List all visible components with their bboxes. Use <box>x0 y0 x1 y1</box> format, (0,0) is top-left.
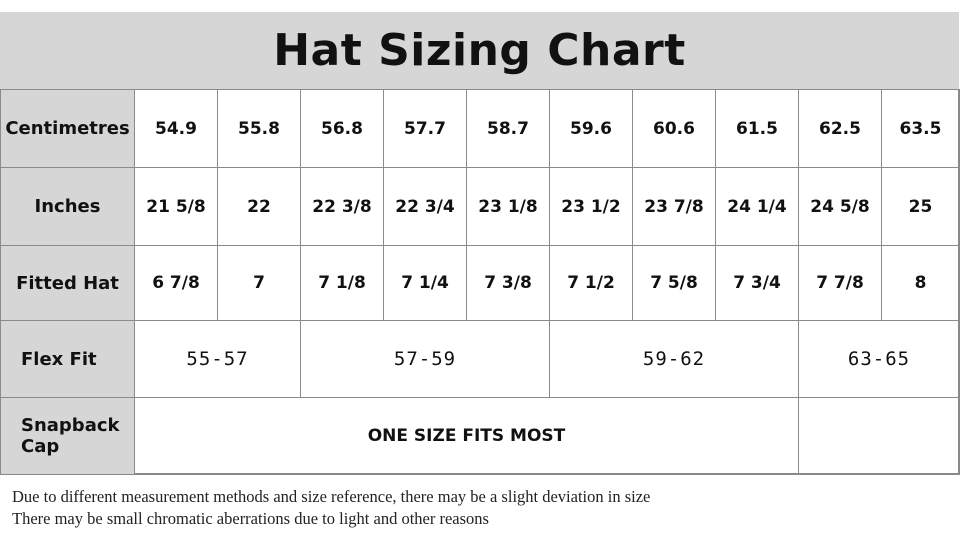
fitted-hat-cell: 8 <box>881 245 960 321</box>
snapback-label: Snapback Cap <box>0 397 135 475</box>
centimetres-cell: 55.8 <box>217 89 301 168</box>
snapback-cell: ONE SIZE FITS MOST <box>134 397 799 475</box>
flex-fit-cell: 59-62 <box>549 320 799 398</box>
inches-label: Inches <box>0 167 135 246</box>
title-bar: Hat Sizing Chart <box>0 12 959 90</box>
centimetres-row: Centimetres 54.9 55.8 56.8 57.7 58.7 59.… <box>0 89 960 168</box>
inches-cell: 24 5/8 <box>798 167 882 246</box>
inches-cell: 22 3/8 <box>300 167 384 246</box>
centimetres-cell: 61.5 <box>715 89 799 168</box>
flex-fit-label: Flex Fit <box>0 320 135 398</box>
centimetres-label: Centimetres <box>0 89 135 168</box>
fitted-hat-cell: 6 7/8 <box>134 245 218 321</box>
chart-title: Hat Sizing Chart <box>273 25 686 76</box>
snapback-label-line2: Cap <box>21 436 60 457</box>
fitted-hat-label: Fitted Hat <box>0 245 135 321</box>
fitted-hat-cell: 7 3/4 <box>715 245 799 321</box>
centimetres-cell: 56.8 <box>300 89 384 168</box>
inches-cell: 23 7/8 <box>632 167 716 246</box>
inches-cell: 22 <box>217 167 301 246</box>
inches-cell: 23 1/8 <box>466 167 550 246</box>
centimetres-cell: 62.5 <box>798 89 882 168</box>
inches-row: Inches 21 5/8 22 22 3/8 22 3/4 23 1/8 23… <box>0 167 960 246</box>
snapback-row: Snapback Cap ONE SIZE FITS MOST <box>0 397 960 475</box>
inches-cell: 21 5/8 <box>134 167 218 246</box>
centimetres-cell: 59.6 <box>549 89 633 168</box>
footnotes: Due to different measurement methods and… <box>12 486 952 530</box>
fitted-hat-row: Fitted Hat 6 7/8 7 7 1/8 7 1/4 7 3/8 7 1… <box>0 245 960 321</box>
centimetres-cell: 54.9 <box>134 89 218 168</box>
centimetres-cell: 60.6 <box>632 89 716 168</box>
inches-cell: 23 1/2 <box>549 167 633 246</box>
inches-cell: 24 1/4 <box>715 167 799 246</box>
fitted-hat-cell: 7 <box>217 245 301 321</box>
fitted-hat-cell: 7 1/8 <box>300 245 384 321</box>
centimetres-cell: 63.5 <box>881 89 960 168</box>
centimetres-cell: 57.7 <box>383 89 467 168</box>
centimetres-cell: 58.7 <box>466 89 550 168</box>
flex-fit-cell: 55-57 <box>134 320 301 398</box>
fitted-hat-cell: 7 5/8 <box>632 245 716 321</box>
footnote-deviation: Due to different measurement methods and… <box>12 487 651 506</box>
snapback-label-line1: Snapback <box>21 415 120 436</box>
fitted-hat-cell: 7 1/4 <box>383 245 467 321</box>
snapback-empty-cell <box>798 397 960 475</box>
fitted-hat-cell: 7 7/8 <box>798 245 882 321</box>
footnote-color: There may be small chromatic aberrations… <box>12 509 489 528</box>
size-table: Centimetres 54.9 55.8 56.8 57.7 58.7 59.… <box>0 89 960 475</box>
fitted-hat-cell: 7 3/8 <box>466 245 550 321</box>
flex-fit-row: Flex Fit 55-57 57-59 59-62 63-65 <box>0 320 960 398</box>
flex-fit-cell: 63-65 <box>798 320 960 398</box>
inches-cell: 22 3/4 <box>383 167 467 246</box>
inches-cell: 25 <box>881 167 960 246</box>
flex-fit-cell: 57-59 <box>300 320 550 398</box>
fitted-hat-cell: 7 1/2 <box>549 245 633 321</box>
